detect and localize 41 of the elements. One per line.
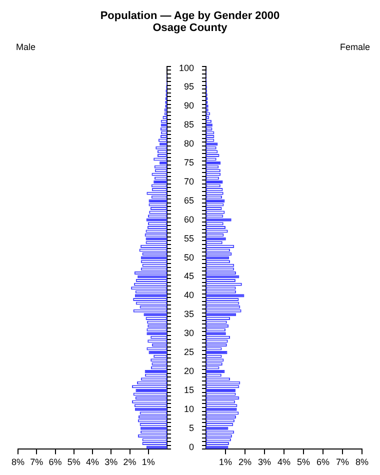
y-tick-label: 20 — [184, 366, 194, 376]
y-tick-label: 70 — [184, 176, 194, 186]
y-tick-label: 90 — [184, 100, 194, 111]
x-tick-label: 4% — [86, 457, 100, 468]
y-tick-label: 45 — [184, 271, 194, 282]
y-tick-label: 35 — [184, 309, 194, 320]
x-tick-label: 7% — [336, 457, 350, 468]
y-tick-label: 80 — [184, 138, 194, 149]
text: Female — [338, 42, 371, 53]
y-tick-label: 40 — [184, 290, 194, 300]
x-tick-label: 6% — [48, 457, 62, 468]
x-tick-label: 7% — [30, 457, 44, 468]
x-tick-label: 8% — [11, 457, 25, 468]
y-tick-label: 65 — [184, 195, 194, 206]
text: Male — [15, 42, 37, 53]
text: Population — Age by Gender 2000 — [99, 10, 281, 22]
x-tick-label: 2% — [238, 457, 252, 468]
y-tick-label: 25 — [184, 347, 194, 358]
x-tick-label: 4% — [278, 457, 291, 468]
y-tick-label: 30 — [184, 328, 194, 338]
y-tick-label: 60 — [184, 214, 194, 224]
y-tick-label: 15 — [184, 384, 194, 395]
x-tick-label: 3% — [104, 457, 118, 468]
y-tick-label: 100 — [178, 62, 194, 73]
x-tick-label: 6% — [316, 457, 330, 468]
y-tick-label: 10 — [184, 404, 194, 414]
x-tick-label: 1% — [219, 457, 232, 468]
y-tick-label: 95 — [184, 82, 194, 92]
y-tick-label: 75 — [184, 158, 194, 168]
y-tick-label: 85 — [184, 120, 194, 130]
text: Osage County — [152, 22, 228, 34]
y-tick-label: 5 — [189, 422, 194, 433]
x-tick-label: 5% — [297, 457, 310, 468]
y-tick-label: 0 — [189, 442, 194, 452]
x-tick-label: 8% — [355, 457, 369, 468]
x-tick-label: 3% — [258, 457, 272, 468]
x-tick-label: 2% — [123, 457, 136, 468]
x-tick-label: 5% — [67, 457, 80, 468]
x-tick-label: 1% — [142, 457, 155, 468]
y-tick-label: 50 — [184, 252, 194, 262]
y-tick-label: 55 — [184, 233, 194, 244]
